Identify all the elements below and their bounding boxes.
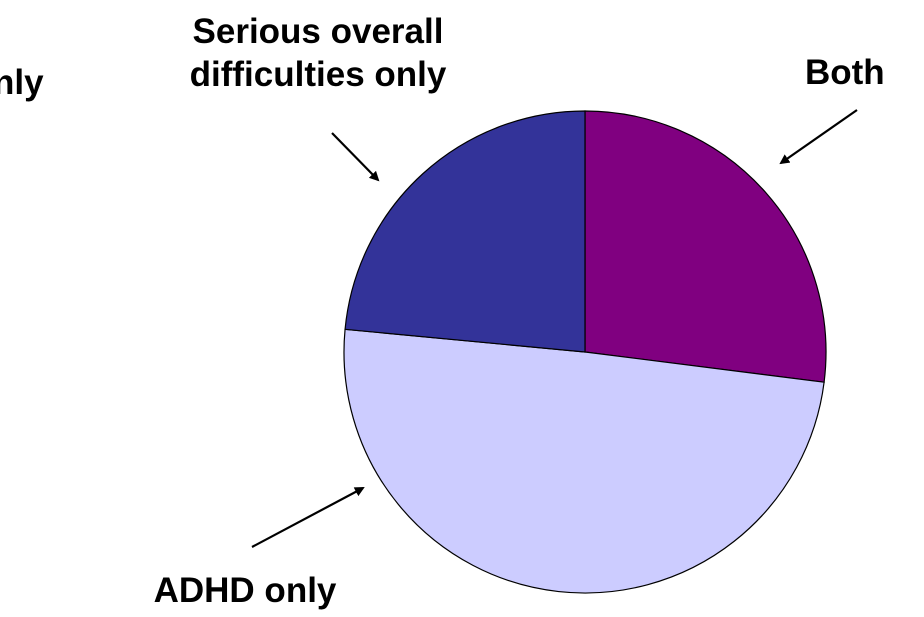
label-arrows [251,109,858,548]
pie-slice-both [584,110,827,383]
label-arrow [779,109,858,165]
pie-slices [343,110,827,594]
slice-label-line: Serious overall [193,12,444,51]
slice-label-line: difficulties only [190,55,447,94]
slice-label: ADHD only [154,571,337,610]
label-arrow [331,132,380,182]
slice-label: Both [805,53,885,92]
slice-label-line: ADHD only [154,571,337,610]
pie-slice-serious-overall-difficulties-only [344,110,586,353]
slice-label: Serious overall difficulties only [190,12,447,94]
label-arrow [251,487,365,548]
pie-slice-adhd-only [343,328,825,594]
cropped-label: nly [0,63,44,102]
pie-labels: Both ADHD only Serious overall difficulties… [0,12,885,610]
slice-label-line: Both [805,53,885,92]
